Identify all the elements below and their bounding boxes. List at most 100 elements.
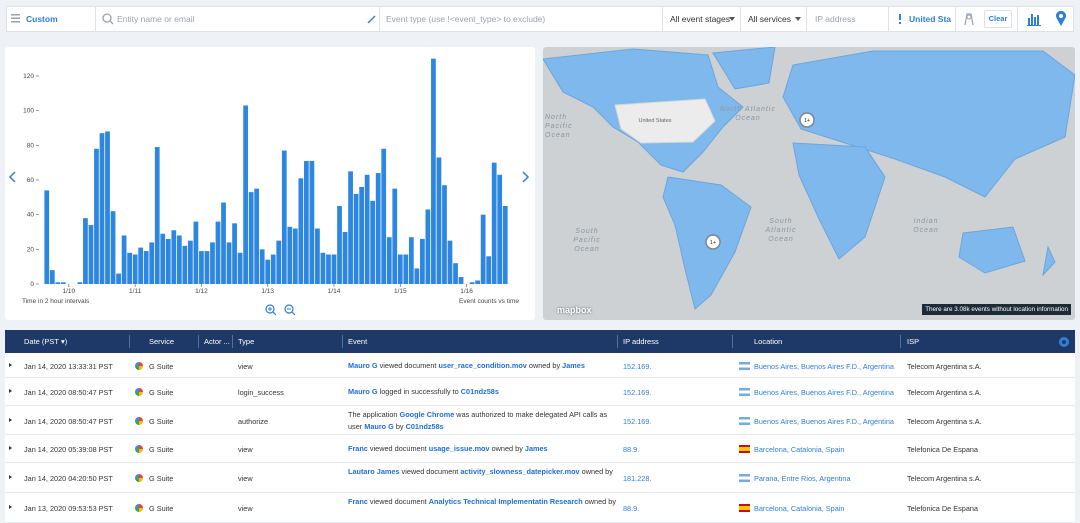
bar [376, 173, 381, 284]
service-select[interactable]: All services [748, 7, 791, 31]
location-cell[interactable]: Parana, Entre Rios, Argentina [754, 474, 851, 483]
event-text: viewed document [370, 444, 427, 453]
event-link[interactable]: Mauro G [348, 361, 378, 370]
map[interactable]: 1+1+ North Pacific OceanNorth Atlantic O… [543, 47, 1075, 320]
event-link[interactable]: user_race_condition.mov [438, 361, 526, 370]
event-type-input[interactable]: Event type (use !<event_type> to exclude… [386, 7, 545, 31]
event-link[interactable]: Analytics Technical Implementatin Resear… [429, 497, 583, 506]
location-cell[interactable]: Buenos Aires, Buenos Aires F.D., Argenti… [754, 417, 894, 426]
bar [287, 227, 292, 284]
location-cell[interactable]: Barcelona, Catalonia, Spain [754, 504, 844, 513]
bar [271, 255, 276, 284]
event-cell: Mauro G viewed document user_race_condit… [348, 360, 616, 372]
expand-arrow[interactable] [9, 363, 12, 367]
x-tick-label: 1/12 [195, 288, 208, 295]
bar [260, 249, 265, 284]
ip-input[interactable]: IP address [815, 7, 855, 31]
clear-button[interactable]: Clear [984, 10, 1012, 28]
column-header[interactable]: Event [348, 330, 367, 353]
bar [205, 251, 210, 284]
bar [127, 253, 132, 284]
bar [122, 235, 127, 284]
zoom-in[interactable] [266, 305, 276, 315]
event-text: The application [348, 410, 398, 419]
date-cell: Jan 13, 2020 09:53:53 PST [24, 504, 113, 513]
column-header[interactable]: ISP [907, 330, 919, 353]
y-tick-label: 40 [27, 212, 35, 219]
next-arrow[interactable] [523, 172, 528, 182]
column-header[interactable]: Type [238, 330, 254, 353]
event-link[interactable]: Google Chrome [400, 410, 455, 419]
location-cell[interactable]: Barcelona, Catalonia, Spain [754, 445, 844, 454]
bar [44, 190, 49, 284]
column-header[interactable]: Date (PST ▾) [24, 330, 67, 353]
column-header[interactable]: Actor ... [204, 330, 230, 353]
expand-arrow[interactable] [9, 389, 12, 393]
settings-icon[interactable] [1058, 336, 1070, 348]
entity-search[interactable]: Entity name or email [117, 7, 194, 31]
column-divider [342, 335, 343, 348]
event-link[interactable]: Franc [348, 444, 368, 453]
country-select[interactable]: United Sta [909, 7, 951, 31]
ip-cell: 152.169. [623, 388, 651, 397]
expand-arrow[interactable] [9, 446, 12, 450]
range-select[interactable]: Custom [26, 7, 58, 31]
bar [105, 131, 110, 284]
bar [194, 222, 199, 284]
bar [486, 256, 491, 284]
bar [166, 239, 171, 284]
zoom-out[interactable] [285, 305, 295, 315]
bar [298, 178, 303, 284]
type-cell: view [238, 504, 253, 513]
land [959, 227, 1025, 273]
map-pin-icon[interactable] [963, 12, 975, 26]
chart-view-button[interactable] [1027, 12, 1041, 26]
event-link[interactable]: C01ndz58s [406, 422, 444, 431]
location-cell[interactable]: Buenos Aires, Buenos Aires F.D., Argenti… [754, 362, 894, 371]
expand-arrow[interactable] [9, 475, 12, 479]
separator [955, 7, 956, 31]
prev-arrow[interactable] [10, 172, 15, 182]
event-link[interactable]: C01ndz58s [461, 387, 499, 396]
flag-icon [739, 474, 750, 482]
event-link[interactable]: usage_issue.mov [429, 444, 490, 453]
separator [888, 7, 889, 31]
bar [453, 263, 458, 284]
bar [188, 241, 193, 284]
column-header[interactable]: IP address [623, 330, 659, 353]
y-tick-label: 100 [23, 108, 34, 115]
type-cell: view [238, 474, 253, 483]
ocean-label: South Pacific Ocean [563, 227, 611, 254]
list-icon [11, 14, 21, 23]
expand-arrow[interactable] [9, 418, 12, 422]
column-header[interactable]: Location [754, 330, 782, 353]
separator [1017, 7, 1018, 31]
location-cell[interactable]: Buenos Aires, Buenos Aires F.D., Argenti… [754, 388, 894, 397]
event-link[interactable]: Franc [348, 497, 368, 506]
chart: Time in 2 hour intervals Event counts vs… [5, 47, 535, 320]
stage-select[interactable]: All event stages [670, 7, 730, 31]
event-link[interactable]: activity_slowness_datepicker.mov [460, 467, 579, 476]
event-link[interactable]: James [562, 361, 585, 370]
map-view-button[interactable] [1055, 11, 1067, 27]
location-notice: There are 3.08k events without location … [922, 304, 1071, 315]
y-axis-note: Event counts vs time [459, 298, 519, 305]
y-tick-label: 0 [30, 281, 34, 288]
bar [254, 189, 259, 284]
event-link[interactable]: Lautaro James [348, 467, 400, 476]
wand-icon [367, 14, 377, 24]
event-link[interactable]: James [525, 444, 548, 453]
date-cell: Jan 14, 2020 05:39:08 PST [24, 445, 113, 454]
exclude-icon [898, 14, 902, 24]
search-icon [102, 13, 114, 25]
column-header[interactable]: Service [149, 330, 174, 353]
ocean-label: North Pacific Ocean [545, 113, 585, 140]
bar [503, 206, 508, 284]
event-link[interactable]: Mauro G [348, 387, 378, 396]
column-divider [617, 335, 618, 348]
expand-arrow[interactable] [9, 505, 12, 509]
event-link[interactable]: Mauro G [364, 422, 394, 431]
bar [221, 203, 226, 284]
ip-cell: 88.9. [623, 445, 639, 454]
event-cell: Franc viewed document usage_issue.mov ow… [348, 443, 616, 455]
